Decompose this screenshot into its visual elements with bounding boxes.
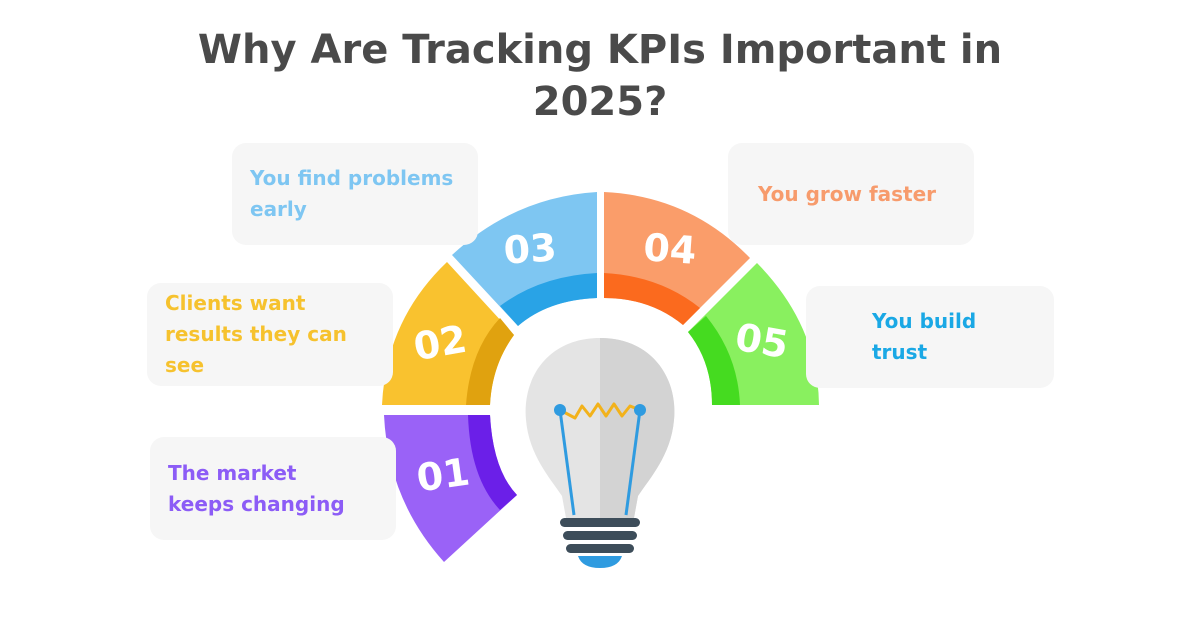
segment-05-inner	[688, 316, 740, 405]
lightbulb-base-ring-1	[560, 518, 640, 527]
card-01-text: The market keeps changing	[168, 458, 345, 520]
segment-01: 01	[384, 415, 517, 562]
segment-05: 05	[688, 263, 819, 405]
title-line-2: 2025?	[532, 79, 668, 125]
segment-03-inner	[500, 273, 597, 326]
card-02-line-2: results they can	[165, 322, 347, 346]
card-05-line-1: You build	[872, 309, 977, 333]
card-02-line-1: Clients want	[165, 291, 306, 315]
lightbulb-node-right	[634, 404, 646, 416]
segment-01-inner	[468, 415, 517, 510]
card-04: You grow faster	[728, 143, 974, 245]
segment-03: 03	[452, 192, 597, 326]
segment-04-inner	[604, 273, 700, 325]
title-line-1: Why Are Tracking KPIs Important in	[197, 27, 1003, 73]
segment-02-inner	[466, 318, 514, 405]
card-03-text: You find problems early	[250, 163, 453, 225]
card-01: The market keeps changing	[150, 437, 396, 540]
card-03: You find problems early	[232, 143, 478, 245]
page-title: Why Are Tracking KPIs Important in 2025?	[0, 24, 1200, 128]
lightbulb-tip	[578, 556, 622, 568]
card-05: You build trust	[806, 286, 1054, 388]
card-01-line-2: keeps changing	[168, 491, 345, 516]
card-02-text: Clients want results they can see	[165, 288, 347, 381]
card-01-line-1: The market	[168, 460, 297, 485]
card-04-text: You grow faster	[758, 179, 936, 210]
segment-02-number: 02	[410, 317, 470, 370]
card-04-line-1: You grow faster	[758, 181, 937, 206]
card-03-line-2: early	[250, 197, 307, 221]
lightbulb-node-left	[554, 404, 566, 416]
card-02: Clients want results they can see	[147, 283, 393, 386]
lightbulb-filament	[559, 402, 641, 420]
card-05-text: You build trust	[872, 306, 976, 368]
segment-04: 04	[604, 192, 750, 325]
card-03-line-1: You find problems	[250, 166, 454, 190]
card-02-line-3: see	[165, 353, 205, 377]
segment-04-number: 04	[642, 225, 698, 273]
card-05-line-2: trust	[872, 340, 928, 364]
segment-01-number: 01	[414, 450, 472, 501]
lightbulb-base-ring-3	[566, 544, 634, 553]
segment-02: 02	[382, 262, 514, 405]
lightbulb-wire-right	[624, 409, 642, 516]
lightbulb-base-ring-2	[563, 531, 637, 540]
lightbulb-icon	[525, 338, 675, 568]
segment-05-number: 05	[732, 315, 792, 368]
segment-03-number: 03	[502, 225, 558, 273]
lightbulb-wire-left	[558, 409, 576, 516]
